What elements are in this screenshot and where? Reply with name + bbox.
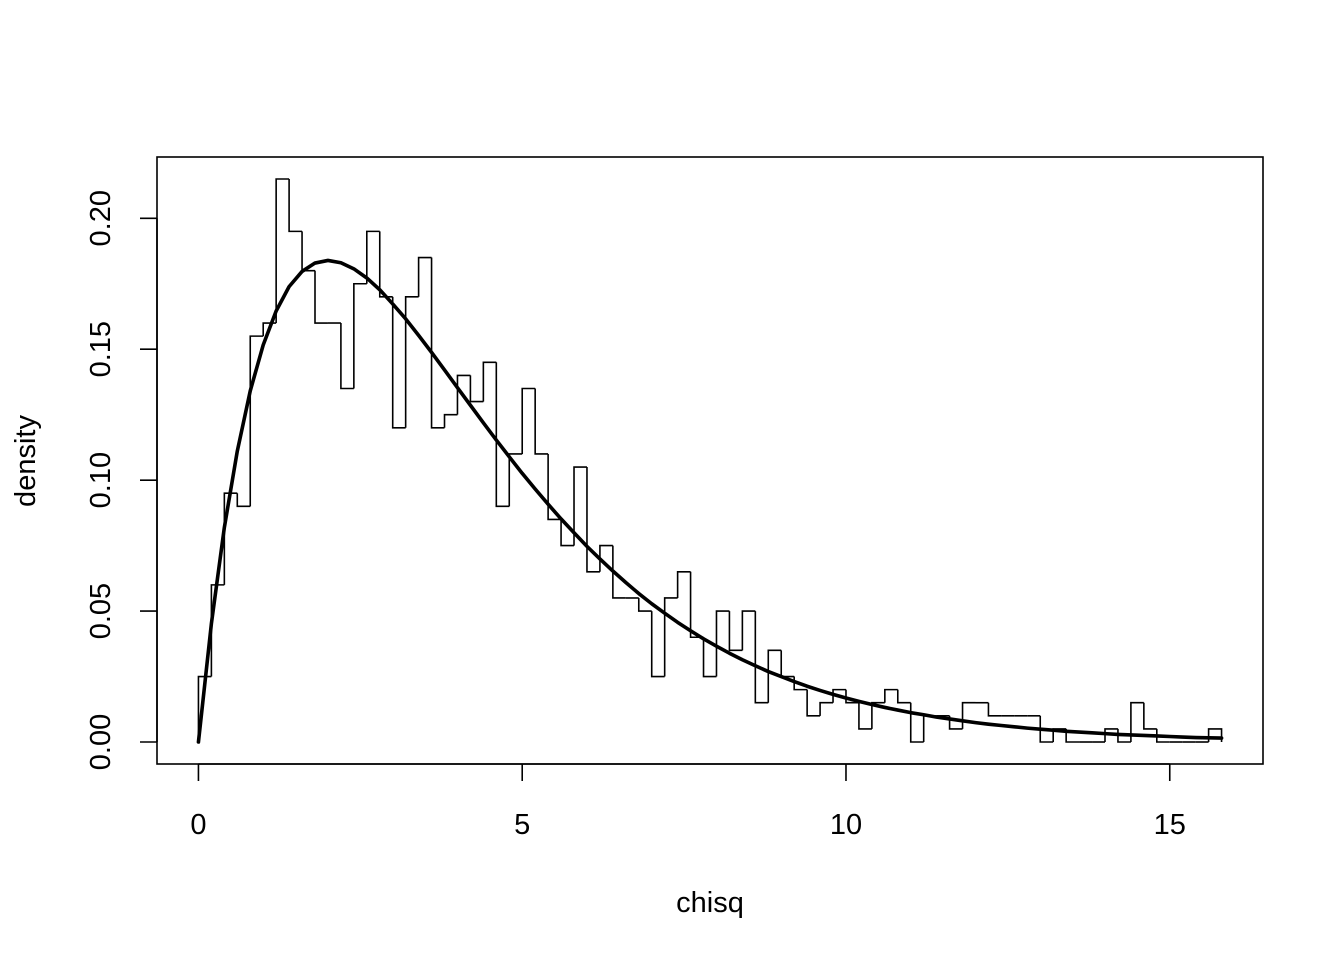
y-tick-label: 0.00 [85, 714, 117, 770]
histogram-bin [650, 611, 665, 678]
histogram-bin [1065, 728, 1080, 743]
density-curve [196, 258, 1224, 744]
histogram-bin [780, 650, 795, 678]
histogram-bin [417, 256, 432, 297]
histogram-bin [353, 282, 367, 389]
histogram-bin [1039, 715, 1054, 743]
histogram-bin [715, 610, 730, 677]
x-tick-label: 10 [830, 809, 862, 841]
histogram-bin [210, 584, 225, 677]
histogram-bin [430, 257, 445, 429]
histogram-bin [767, 649, 782, 703]
histogram-bin [249, 335, 264, 507]
histogram-bin [663, 597, 678, 677]
histogram-bin [961, 701, 976, 729]
histogram-bin [702, 637, 717, 678]
histogram-bin [314, 270, 328, 324]
histogram-bin [599, 544, 613, 572]
histogram-bin [689, 571, 704, 639]
histogram-bin [288, 178, 303, 233]
histogram-bin [896, 689, 911, 704]
histogram-bin [534, 388, 549, 455]
histogram [197, 178, 1223, 743]
histogram-bin [340, 323, 354, 390]
y-axis-title: density [10, 415, 42, 507]
histogram-bin [1104, 728, 1118, 743]
histogram-bin [547, 453, 562, 521]
histogram-bin [404, 296, 419, 428]
histogram-bin [637, 597, 652, 612]
histogram-bin [1143, 702, 1157, 730]
histogram-bin [858, 702, 872, 730]
histogram-bin [560, 519, 575, 547]
histogram-bin [922, 715, 937, 743]
y-axis: 0.00 0.05 0.10 0.15 0.20 [85, 190, 158, 770]
histogram-bin [1130, 701, 1144, 743]
histogram-bin [495, 362, 510, 508]
histogram-bin [236, 493, 251, 508]
histogram-bin [845, 689, 859, 704]
histogram-bin [391, 296, 406, 429]
y-tick-label: 0.20 [85, 190, 117, 246]
histogram-bin [728, 611, 743, 652]
histogram-bin [676, 570, 691, 598]
histogram-bin [223, 492, 238, 585]
histogram-bin [741, 610, 756, 651]
histogram-bin [987, 702, 1002, 717]
histogram-bin [469, 375, 484, 403]
histogram-bin [456, 374, 471, 415]
plot-frame [156, 156, 1264, 765]
histogram-bin [819, 701, 834, 716]
x-tick-label: 0 [190, 809, 206, 841]
histogram-bin [443, 413, 458, 428]
histogram-bin [806, 689, 821, 717]
histogram-bin [586, 467, 600, 573]
histogram-bin [884, 688, 898, 703]
histogram-bin [521, 387, 536, 454]
y-tick-label: 0.05 [85, 583, 117, 639]
histogram-bin [909, 702, 924, 743]
histogram-bin [754, 611, 769, 704]
histogram-bin [275, 178, 290, 324]
histogram-bin [573, 466, 587, 546]
histogram-bin [482, 361, 497, 402]
x-axis: 0 5 10 15 [190, 763, 1186, 841]
histogram-bin [378, 231, 393, 298]
histogram-bin [1156, 728, 1170, 743]
y-tick-label: 0.15 [85, 321, 117, 377]
x-tick-label: 15 [1154, 809, 1186, 841]
y-tick-label: 0.10 [85, 452, 117, 508]
density-curve-group [196, 258, 1224, 744]
x-tick-label: 5 [514, 809, 530, 841]
histogram-bin [366, 230, 380, 284]
histogram-bin [832, 688, 846, 703]
histogram-bin [1207, 728, 1223, 743]
x-axis-title: chisq [676, 887, 744, 919]
histogram-bin [612, 545, 626, 599]
